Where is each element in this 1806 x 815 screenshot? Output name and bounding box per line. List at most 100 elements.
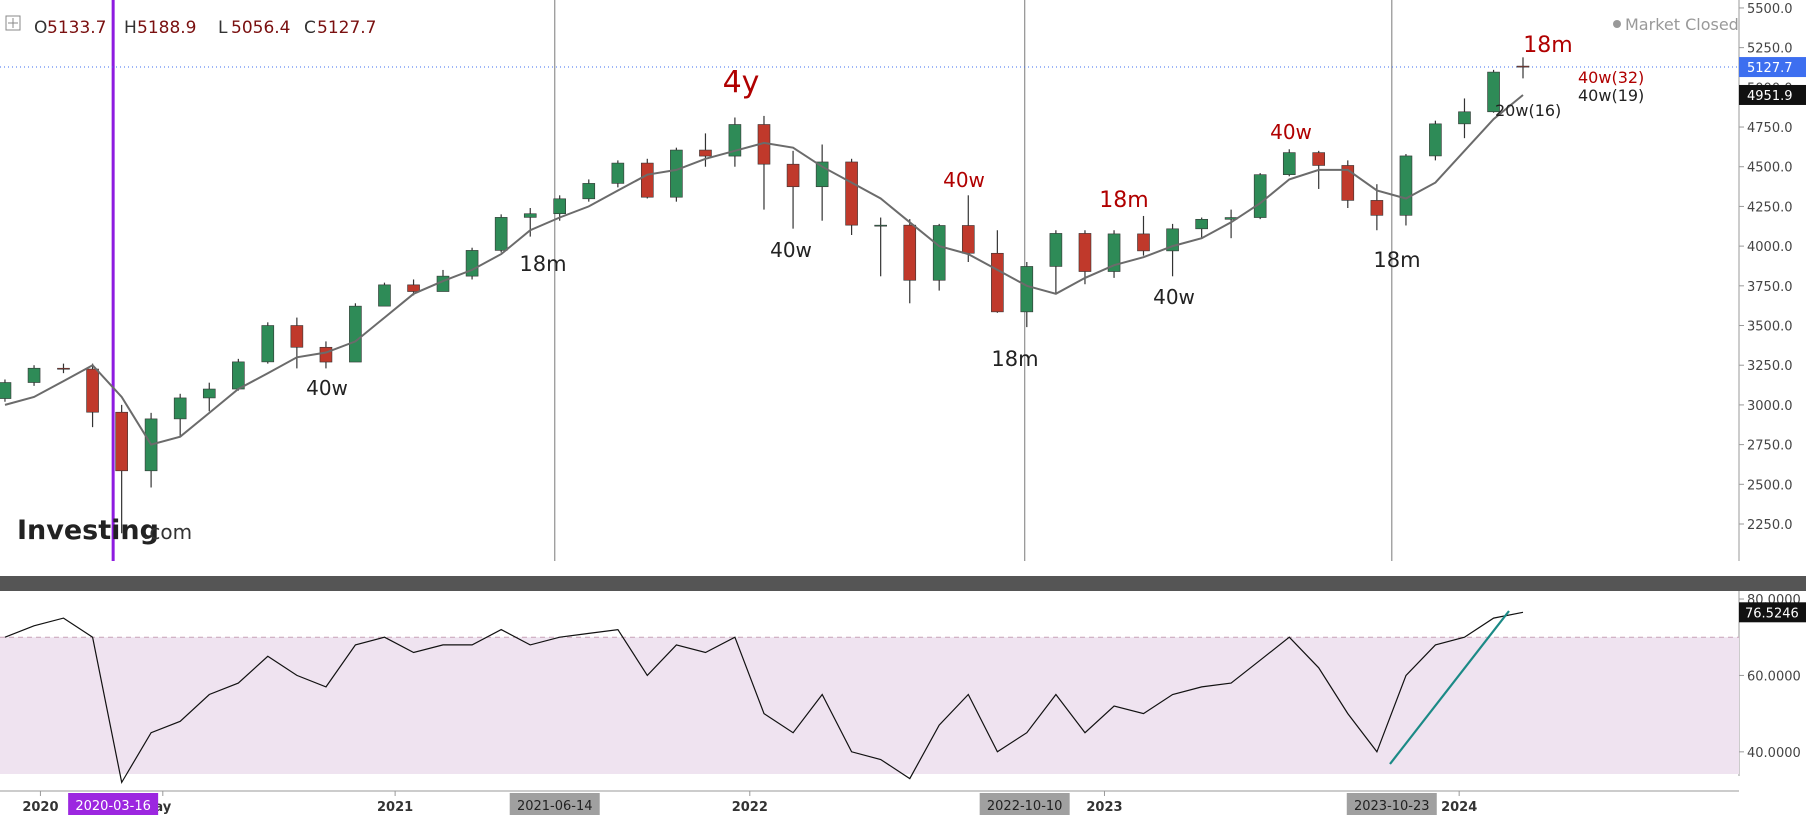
candle-body <box>1049 233 1063 267</box>
candle-body <box>845 161 858 226</box>
y-tick-label: 5500.0 <box>1747 2 1793 17</box>
y-tick-label: 2500.0 <box>1747 478 1793 493</box>
candle-body <box>1282 152 1296 175</box>
rsi-trendline <box>1389 610 1510 765</box>
candle-body <box>903 224 917 281</box>
date-label-bg <box>509 793 600 815</box>
candle-body <box>57 367 70 370</box>
ohlc-value: 5056.4 <box>231 18 290 38</box>
candle-body <box>699 149 712 157</box>
cycle-annotation: 40w <box>770 238 812 262</box>
expand-icon-cross <box>8 18 18 28</box>
y-tick-label: 4500.0 <box>1747 161 1793 176</box>
candle-body <box>86 368 99 413</box>
cycle-annotation: 20w(16) <box>1495 101 1561 120</box>
date-label: 2021-06-14 <box>517 799 593 814</box>
ma-price-tag <box>1739 84 1806 105</box>
rsi-y-tick-label: 60.0000 <box>1747 669 1801 684</box>
y-tick-label: 4250.0 <box>1747 200 1793 215</box>
ohlc-letter: O <box>34 18 47 38</box>
candle-body <box>670 149 683 198</box>
candle-body <box>261 325 275 363</box>
ohlc-letter: C <box>304 18 316 38</box>
cycle-annotation: 40w <box>306 376 348 400</box>
cycle-annotation: 4y <box>723 65 760 100</box>
candle-body <box>1399 155 1413 216</box>
candle-body <box>494 217 508 251</box>
candle-body <box>27 367 41 383</box>
candle-body <box>202 388 216 399</box>
candle-body <box>407 284 420 292</box>
cycle-annotation: 40w(32) <box>1578 68 1644 87</box>
candle-body <box>1370 200 1384 216</box>
candle-body <box>786 163 800 188</box>
candle-body <box>582 183 596 200</box>
y-tick-label: 3500.0 <box>1747 320 1793 335</box>
market-status: Market Closed <box>1625 15 1739 34</box>
candle-body <box>1078 233 1092 272</box>
cycle-annotation: 18m <box>1373 248 1420 272</box>
candle-body <box>874 224 887 227</box>
ohlc-letter: L <box>218 18 228 38</box>
y-tick-label: 3000.0 <box>1747 399 1793 414</box>
candle-body <box>378 284 391 307</box>
candle-body <box>932 225 946 281</box>
candle-body <box>0 382 12 399</box>
cycle-annotation: 40w(19) <box>1578 86 1644 105</box>
candle-body <box>640 162 654 198</box>
date-label-bg <box>1346 793 1437 815</box>
candle-body <box>319 346 333 363</box>
cycle-annotation: 40w <box>943 168 985 192</box>
candle-body <box>1429 123 1442 157</box>
y-tick-label: 2750.0 <box>1747 439 1793 454</box>
candle-body <box>232 361 245 390</box>
candle-body <box>728 124 742 157</box>
date-label-bg <box>979 793 1070 815</box>
candle-body <box>173 397 187 420</box>
y-tick-label: 5250.0 <box>1747 42 1793 57</box>
ohlc-letter: H <box>124 18 137 38</box>
watermark: Investing <box>17 515 159 546</box>
x-tick-label: 2020 <box>22 800 58 815</box>
pane-separator <box>0 576 1806 591</box>
date-label: 2020-03-16 <box>75 799 151 814</box>
candle-body <box>349 305 362 363</box>
candle-body <box>1458 111 1471 125</box>
date-label: 2022-10-10 <box>987 799 1063 814</box>
cycle-annotation: 18m <box>1099 188 1148 213</box>
y-tick-label: 2250.0 <box>1747 518 1793 533</box>
x-tick-label: ay <box>154 800 171 815</box>
candle-body <box>1341 165 1355 201</box>
candle-body <box>1020 266 1034 313</box>
ma-price-text: 4951.9 <box>1747 89 1793 104</box>
x-tick-label: 2021 <box>377 800 413 815</box>
candle-body <box>523 213 537 218</box>
cycle-annotation: 40w <box>1270 120 1312 144</box>
last-price-text: 5127.7 <box>1747 61 1793 76</box>
x-tick-label: 2024 <box>1441 800 1477 815</box>
moving-average <box>4 94 1524 446</box>
candle-body <box>1253 174 1267 218</box>
candle-body <box>1312 152 1326 166</box>
candle-body <box>1487 71 1500 113</box>
candle-body <box>290 325 304 348</box>
ohlc-value: 5133.7 <box>47 18 106 38</box>
rsi-tag <box>1739 602 1806 623</box>
expand-icon[interactable] <box>5 15 21 31</box>
watermark-suffix: .com <box>143 520 192 544</box>
candle-body <box>1137 233 1150 252</box>
candle-body <box>1195 218 1208 230</box>
x-tick-label: 2022 <box>732 800 768 815</box>
candle-body <box>553 198 566 215</box>
candle-body <box>611 162 625 184</box>
ohlc-value: 5127.7 <box>317 18 376 38</box>
candle-body <box>961 225 975 254</box>
y-tick-label: 3250.0 <box>1747 359 1793 374</box>
rsi-line <box>4 611 1524 785</box>
cycle-annotation: 40w <box>1153 285 1195 309</box>
cycle-annotation: 18m <box>519 252 566 276</box>
candle-body <box>115 411 128 472</box>
y-tick-label: 4000.0 <box>1747 240 1793 255</box>
cycle-annotation: 18m <box>991 347 1038 371</box>
